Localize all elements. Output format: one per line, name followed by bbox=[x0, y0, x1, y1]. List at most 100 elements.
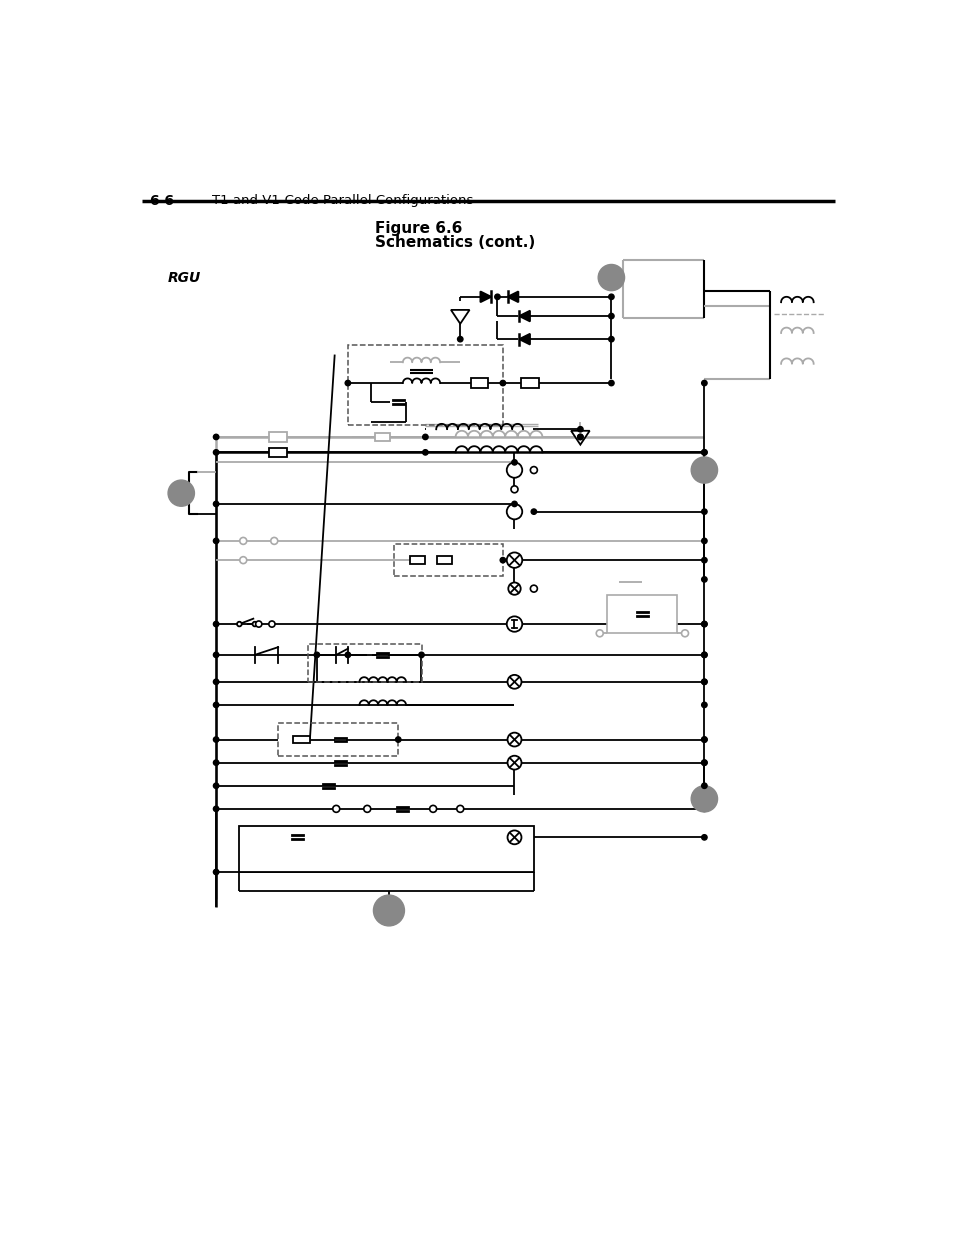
Circle shape bbox=[213, 450, 218, 454]
Circle shape bbox=[499, 380, 505, 385]
Circle shape bbox=[418, 652, 424, 657]
Polygon shape bbox=[571, 431, 589, 445]
Bar bbox=[239, 826, 534, 872]
Circle shape bbox=[507, 830, 521, 845]
Circle shape bbox=[578, 426, 582, 432]
Circle shape bbox=[578, 435, 582, 440]
Circle shape bbox=[506, 462, 521, 478]
Circle shape bbox=[168, 480, 194, 506]
Text: 6-6: 6-6 bbox=[149, 194, 173, 209]
Circle shape bbox=[456, 805, 463, 813]
Circle shape bbox=[499, 557, 505, 563]
Circle shape bbox=[506, 504, 521, 520]
Circle shape bbox=[213, 501, 218, 506]
Circle shape bbox=[213, 679, 218, 684]
Circle shape bbox=[700, 538, 706, 543]
Circle shape bbox=[511, 485, 517, 493]
Circle shape bbox=[395, 737, 400, 742]
Bar bbox=[436, 556, 452, 564]
Circle shape bbox=[213, 783, 218, 788]
Circle shape bbox=[213, 621, 218, 626]
Circle shape bbox=[239, 537, 247, 545]
Circle shape bbox=[422, 450, 428, 454]
Circle shape bbox=[700, 621, 706, 626]
Circle shape bbox=[700, 703, 706, 708]
Bar bbox=[293, 736, 310, 743]
Polygon shape bbox=[518, 311, 530, 321]
Bar bbox=[278, 724, 397, 756]
Polygon shape bbox=[518, 333, 530, 345]
Text: T1 and V1-Code Parallel Configurations: T1 and V1-Code Parallel Configurations bbox=[212, 194, 473, 207]
Circle shape bbox=[213, 652, 218, 657]
Circle shape bbox=[691, 457, 717, 483]
Circle shape bbox=[511, 459, 517, 466]
Circle shape bbox=[213, 869, 218, 874]
Circle shape bbox=[213, 435, 218, 440]
Circle shape bbox=[255, 621, 261, 627]
Circle shape bbox=[531, 509, 536, 514]
Circle shape bbox=[236, 621, 241, 626]
Circle shape bbox=[596, 630, 602, 637]
Circle shape bbox=[608, 336, 614, 342]
Circle shape bbox=[700, 760, 706, 766]
Circle shape bbox=[608, 314, 614, 319]
Circle shape bbox=[530, 585, 537, 592]
Circle shape bbox=[333, 805, 339, 813]
Circle shape bbox=[700, 760, 706, 766]
Circle shape bbox=[213, 737, 218, 742]
Polygon shape bbox=[451, 310, 469, 324]
Circle shape bbox=[700, 806, 706, 811]
Bar bbox=[307, 645, 422, 682]
Circle shape bbox=[598, 264, 624, 290]
Polygon shape bbox=[507, 291, 517, 303]
Circle shape bbox=[345, 380, 350, 385]
Text: RGU: RGU bbox=[168, 272, 201, 285]
Circle shape bbox=[213, 703, 218, 708]
Circle shape bbox=[314, 652, 319, 657]
Circle shape bbox=[700, 621, 706, 626]
Circle shape bbox=[213, 806, 218, 811]
Circle shape bbox=[271, 537, 277, 545]
Circle shape bbox=[608, 294, 614, 300]
Circle shape bbox=[508, 583, 520, 595]
Circle shape bbox=[700, 380, 706, 385]
Circle shape bbox=[507, 674, 521, 689]
Circle shape bbox=[700, 450, 706, 454]
Bar bbox=[269, 448, 287, 457]
Circle shape bbox=[507, 756, 521, 769]
Circle shape bbox=[429, 805, 436, 813]
Bar bbox=[410, 556, 425, 564]
Bar bbox=[521, 378, 537, 388]
Circle shape bbox=[506, 552, 521, 568]
Polygon shape bbox=[480, 291, 491, 303]
Circle shape bbox=[700, 577, 706, 582]
Text: Figure 6.6: Figure 6.6 bbox=[375, 221, 462, 236]
Circle shape bbox=[511, 501, 517, 506]
Circle shape bbox=[239, 557, 247, 563]
Circle shape bbox=[495, 294, 499, 300]
Bar bbox=[394, 543, 502, 577]
Circle shape bbox=[422, 435, 428, 440]
Circle shape bbox=[700, 737, 706, 742]
Circle shape bbox=[608, 380, 614, 385]
Circle shape bbox=[700, 557, 706, 563]
Circle shape bbox=[506, 616, 521, 632]
Circle shape bbox=[530, 467, 537, 473]
Circle shape bbox=[700, 509, 706, 514]
Circle shape bbox=[373, 895, 404, 926]
Bar bbox=[607, 595, 677, 634]
Circle shape bbox=[691, 785, 717, 811]
Circle shape bbox=[700, 835, 706, 840]
Bar bbox=[471, 378, 488, 388]
Circle shape bbox=[457, 336, 462, 342]
Circle shape bbox=[700, 652, 706, 657]
Circle shape bbox=[700, 679, 706, 684]
Circle shape bbox=[213, 760, 218, 766]
Circle shape bbox=[700, 652, 706, 657]
Circle shape bbox=[213, 538, 218, 543]
Circle shape bbox=[345, 652, 350, 657]
Circle shape bbox=[700, 783, 706, 788]
Circle shape bbox=[700, 737, 706, 742]
Bar bbox=[348, 345, 502, 425]
Text: Schematics (cont.): Schematics (cont.) bbox=[375, 235, 535, 251]
